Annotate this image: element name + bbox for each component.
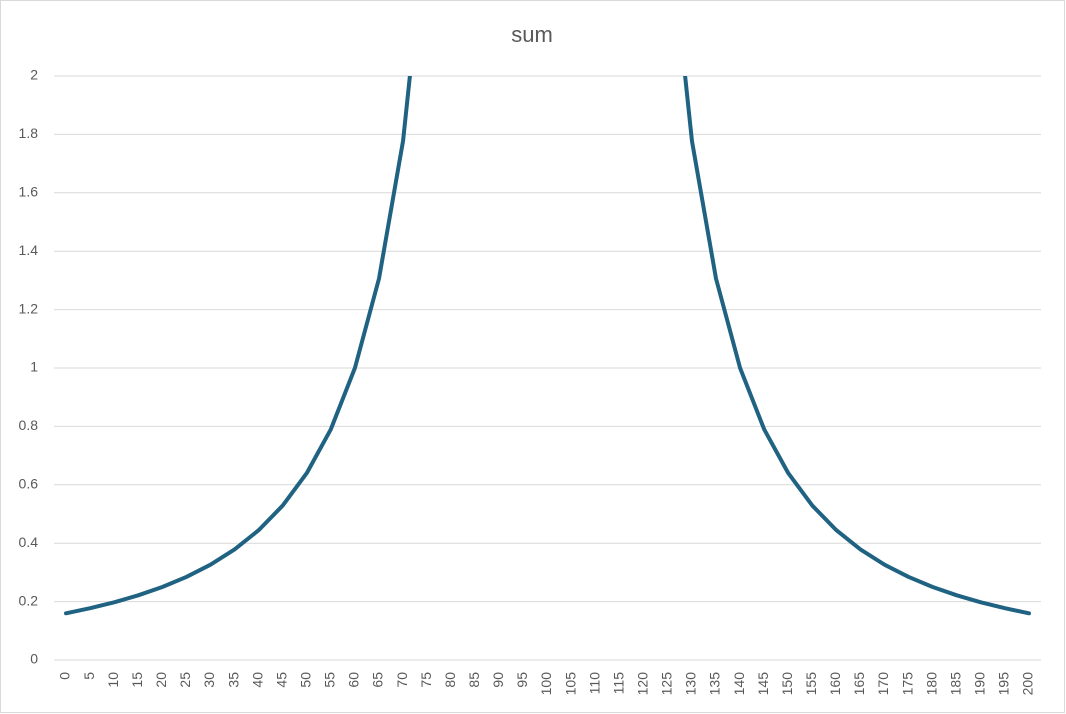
- x-tick-label: 195: [996, 672, 1012, 696]
- x-tick-label: 35: [225, 672, 241, 688]
- x-tick-label: 185: [947, 672, 963, 696]
- x-tick-label: 0: [57, 672, 73, 680]
- x-tick-label: 30: [201, 672, 217, 688]
- x-tick-label: 125: [659, 672, 675, 696]
- x-tick-label: 110: [586, 672, 602, 695]
- x-tick-label: 150: [779, 672, 795, 696]
- x-tick-label: 40: [249, 672, 265, 688]
- x-tick-label: 130: [683, 672, 699, 696]
- x-tick-label: 5: [81, 672, 97, 680]
- x-tick-label: 190: [972, 672, 988, 696]
- x-tick-label: 175: [899, 672, 915, 696]
- y-tick-label: 0.2: [19, 592, 39, 608]
- chart-title: sum: [511, 22, 553, 47]
- x-tick-label: 45: [273, 672, 289, 688]
- x-tick-label: 140: [731, 672, 747, 696]
- x-tick-label: 85: [466, 672, 482, 688]
- x-tick-label: 95: [514, 672, 530, 688]
- y-tick-label: 0.6: [19, 476, 39, 492]
- line: [64, 76, 1031, 616]
- x-tick-label: 180: [923, 672, 939, 696]
- x-tick-label: 160: [827, 672, 843, 696]
- x-tick-label: 120: [634, 672, 650, 696]
- y-tick-label: 0.8: [19, 417, 39, 433]
- y-tick-label: 2: [30, 67, 38, 83]
- y-tick-label: 1.2: [19, 300, 39, 316]
- x-tick-label: 55: [322, 672, 338, 688]
- y-tick-label: 0.4: [19, 534, 39, 550]
- y-tick-label: 0: [30, 651, 38, 667]
- x-tick-label: 80: [442, 672, 458, 688]
- x-tick-label: 25: [177, 672, 193, 688]
- x-tick-label: 200: [1020, 672, 1036, 696]
- x-tick-label: 155: [803, 672, 819, 696]
- y-tick-label: 1.6: [19, 184, 39, 200]
- x-tick-label: 15: [129, 672, 145, 688]
- x-tick-label: 70: [394, 672, 410, 688]
- y-tick-label: 1: [30, 359, 38, 375]
- x-tick-label: 20: [153, 672, 169, 688]
- x-tick-label: 10: [105, 672, 121, 688]
- x-tick-label: 165: [851, 672, 867, 696]
- x-tick-label: 75: [418, 672, 434, 688]
- x-tick-label: 90: [490, 672, 506, 688]
- x-tick-label: 65: [370, 672, 386, 688]
- x-tick-label: 135: [707, 672, 723, 696]
- x-tick-label: 60: [346, 672, 362, 688]
- x-tick-label: 145: [755, 672, 771, 696]
- x-tick-label: 105: [562, 672, 578, 696]
- y-tick-label: 1.4: [19, 242, 39, 258]
- x-tick-label: 115: [610, 672, 626, 695]
- y-tick-label: 1.8: [19, 125, 39, 141]
- x-tick-label: 50: [297, 672, 313, 688]
- x-tick-label: 170: [875, 672, 891, 696]
- x-tick-label: 100: [538, 672, 554, 696]
